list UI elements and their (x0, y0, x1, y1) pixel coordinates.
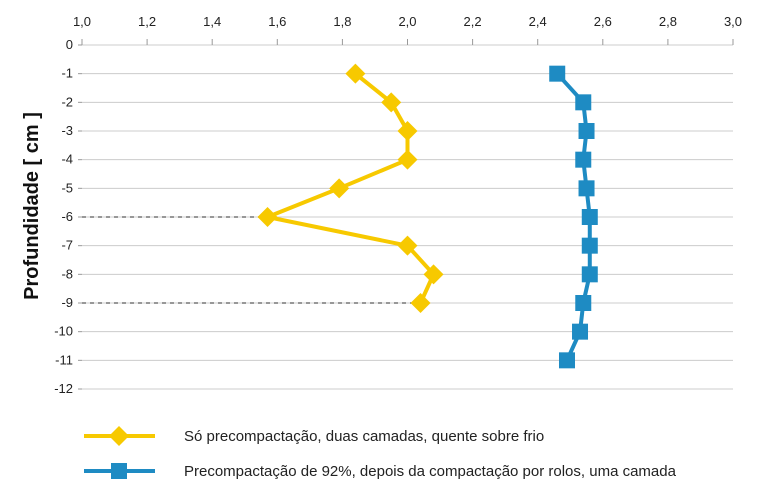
x-tick-label: 2,4 (529, 14, 547, 29)
y-tick-label: -4 (61, 152, 73, 167)
data-point (329, 178, 350, 199)
data-point (397, 121, 418, 141)
data-point (257, 207, 278, 227)
data-point (575, 151, 592, 168)
x-tick-label: 2,8 (659, 14, 677, 29)
data-point (581, 266, 598, 283)
data-point (345, 63, 366, 84)
data-point (381, 92, 402, 113)
x-tick-label: 2,0 (398, 14, 416, 29)
y-tick-label: -10 (54, 324, 73, 339)
x-tick-label: 1,8 (333, 14, 351, 29)
data-point (575, 295, 592, 311)
legend-item: Precompactação de 92%, depois da compact… (84, 463, 677, 480)
data-point (581, 237, 598, 254)
x-tick-label: 1,4 (203, 14, 221, 29)
x-tick-label: 2,6 (594, 14, 612, 29)
y-tick-label: -1 (61, 66, 73, 81)
data-point (572, 323, 589, 340)
y-tick-label: -9 (61, 295, 73, 310)
y-tick-label: -11 (55, 352, 73, 367)
data-point (578, 180, 595, 197)
data-point (397, 149, 418, 170)
x-tick-label: 1,0 (73, 14, 91, 29)
legend-item: Só precompactação, duas camadas, quente … (84, 426, 544, 446)
y-tick-label: -6 (61, 209, 73, 224)
legend-label: Precompactação de 92%, depois da compact… (184, 463, 677, 480)
x-tick-label: 3,0 (724, 14, 742, 29)
series-1 (257, 63, 444, 313)
y-tick-label: 0 (66, 37, 73, 52)
data-point (581, 209, 598, 225)
data-point (410, 293, 431, 313)
y-tick-label: -3 (61, 123, 73, 138)
legend: Só precompactação, duas camadas, quente … (84, 426, 677, 480)
y-axis-label: Profundidade [ cm ] (21, 112, 43, 300)
x-axis-ticks: 1,0 1,2 1,4 1,6 1,8 2,0 2,2 2,4 2,6 2,8 3,0 (73, 14, 742, 45)
y-tick-label: -8 (61, 266, 73, 281)
data-point (397, 235, 418, 256)
x-tick-label: 1,2 (138, 14, 156, 29)
legend-label: Só precompactação, duas camadas, quente … (184, 428, 544, 445)
y-tick-label: -5 (61, 180, 73, 195)
y-tick-label: -12 (54, 381, 73, 396)
legend-swatch-marker (109, 426, 129, 446)
reference-lines (82, 216, 421, 304)
data-point (549, 65, 566, 82)
data-point (423, 264, 444, 285)
y-tick-label: -7 (61, 238, 73, 253)
y-axis-ticks: 0 -1 -2 -3 -4 -5 -6 -7 -8 -9 -10 -11 -12 (54, 37, 82, 396)
series-2 (549, 65, 598, 369)
series (257, 63, 598, 369)
y-tick-label: -2 (61, 94, 73, 109)
data-point (578, 123, 595, 139)
x-tick-label: 2,2 (464, 14, 482, 29)
x-tick-label: 1,6 (268, 14, 286, 29)
data-point (558, 352, 575, 369)
legend-swatch-marker (111, 463, 127, 479)
data-point (575, 94, 592, 111)
